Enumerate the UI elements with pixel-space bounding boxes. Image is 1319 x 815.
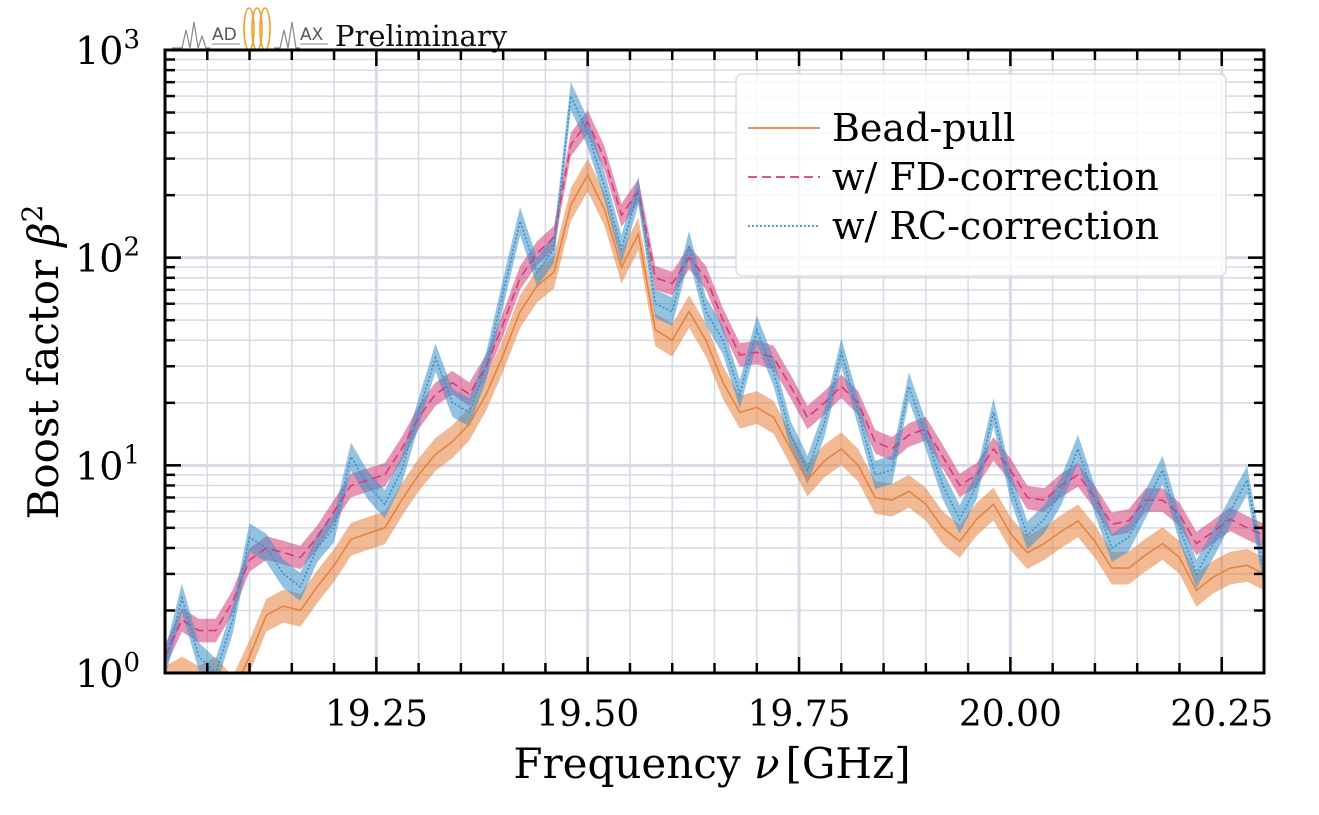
logo-text-right: AX — [300, 25, 324, 45]
y-tick-label: 102 — [75, 233, 140, 281]
preliminary-label: Preliminary — [335, 19, 508, 53]
axis-ticks — [163, 50, 1266, 675]
x-tick-label: 20.25 — [1170, 694, 1273, 735]
x-tick-label: 19.50 — [536, 694, 639, 735]
y-tick-label: 103 — [75, 25, 140, 73]
madmax-logo: AD AX Preliminary — [172, 7, 508, 53]
y-tick-label: 100 — [75, 648, 140, 696]
y-axis-label: Boost factor β2 — [16, 204, 68, 519]
logo-wave-left — [172, 21, 210, 49]
x-tick-label: 19.75 — [748, 694, 851, 735]
legend-box — [735, 73, 1227, 277]
series-line-2 — [165, 120, 1264, 657]
series-line-1 — [180, 173, 1264, 673]
x-axis-label: Frequency ν [GHz] — [513, 739, 910, 788]
legend: Bead-pull w/ FD-correction w/ RC-correctio… — [735, 73, 1227, 277]
x-tick-label: 20.00 — [959, 694, 1062, 735]
legend-label-1: Bead-pull — [832, 106, 1015, 150]
legend-label-2: w/ FD-correction — [832, 155, 1159, 199]
series-layer — [165, 81, 1264, 673]
logo-text-left: AD — [212, 25, 237, 45]
y-tick-labels: 100 101 102 103 — [75, 25, 140, 696]
legend-label-3: w/ RC-correction — [832, 204, 1159, 248]
x-tick-label: 19.25 — [325, 694, 428, 735]
logo-coils — [243, 7, 271, 51]
logo-wave-right — [274, 21, 300, 49]
plot-frame — [163, 48, 1266, 675]
x-tick-labels: 19.25 19.50 19.75 20.00 20.25 — [325, 694, 1273, 735]
series-band-1 — [165, 158, 1264, 673]
series-line-3 — [165, 93, 1264, 673]
y-tick-label: 101 — [75, 440, 140, 488]
